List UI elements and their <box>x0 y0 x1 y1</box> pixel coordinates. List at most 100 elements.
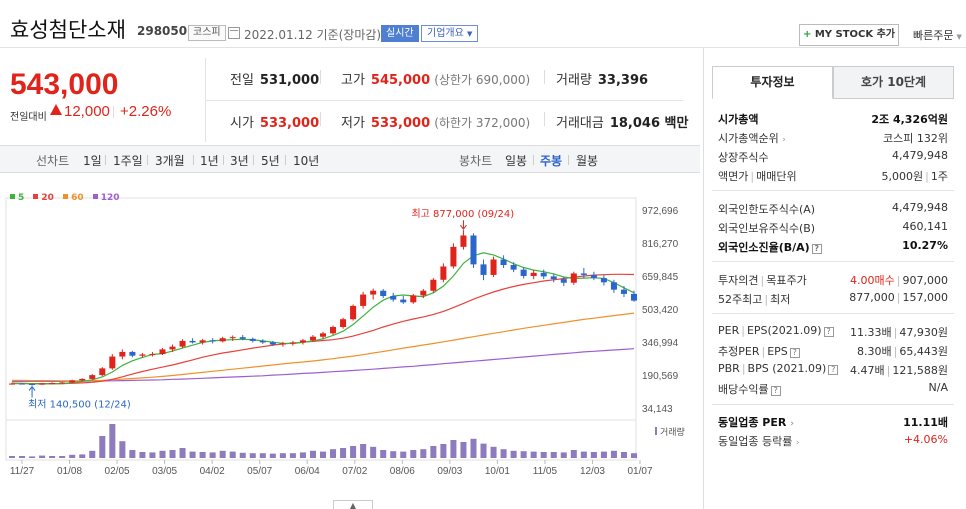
candle-body <box>410 295 417 303</box>
candle-body <box>460 235 467 247</box>
chevron-down-icon: ▼ <box>467 30 473 38</box>
foreign-ratio-value: 10.27% <box>902 239 948 252</box>
ma20-line <box>11 273 635 385</box>
candle-body <box>169 346 176 350</box>
candle-body <box>159 349 166 355</box>
period-3y[interactable]: 3년 <box>230 154 249 168</box>
help-icon[interactable]: ? <box>823 327 834 337</box>
candle-body <box>530 272 537 276</box>
y-tick-label: 816,270 <box>642 239 679 250</box>
y-tick-label: 190,569 <box>642 371 679 382</box>
candle-daily[interactable]: 일봉 <box>505 154 528 168</box>
company-overview-label: 기업개요 <box>427 28 464 39</box>
divider <box>253 155 254 165</box>
period-3m[interactable]: 3개월 <box>155 154 185 168</box>
divider <box>712 404 954 405</box>
bps-label: BPS (2021.09) <box>747 362 827 375</box>
period-1y[interactable]: 1년 <box>200 154 219 168</box>
volume-bar <box>99 436 106 458</box>
help-icon[interactable]: ? <box>828 365 839 375</box>
divider <box>205 100 683 101</box>
plus-icon: + <box>802 29 812 40</box>
candle-body <box>119 351 126 357</box>
candle-body <box>29 383 36 385</box>
collapse-chart-toggle[interactable]: ▲ <box>333 500 373 509</box>
stock-chart[interactable]: 972,696 816,270 659,845 503,420 346,994 190,5… <box>0 190 700 500</box>
help-icon[interactable]: ? <box>789 348 800 358</box>
candle-body <box>269 342 276 345</box>
volume-bar <box>129 450 136 458</box>
market-cap-value: 2조 4,326억원 <box>871 113 948 126</box>
foreign-limit-row: 외국인한도주식수(A) 4,479,948 <box>718 201 948 219</box>
industry-rate-row[interactable]: 동일업종 등락률 › +4.06% <box>718 433 948 451</box>
high-value: 545,000 <box>370 73 431 88</box>
listed-shares-label: 상장주식수 <box>718 151 769 164</box>
market-cap-rank-row[interactable]: 시가총액순위 › 코스피 132위 <box>718 130 948 148</box>
low-annotation: 최저 140,500 (12/24) <box>28 399 131 411</box>
volume-bar <box>550 452 557 458</box>
volume-bar <box>490 446 497 458</box>
candle-body <box>350 305 357 320</box>
est-eps-value: 65,443원 <box>899 345 948 358</box>
amount-label: 거래대금 <box>556 116 604 131</box>
volume-bar <box>500 449 507 458</box>
volume-bar <box>480 443 487 458</box>
candle-body <box>199 340 206 343</box>
period-5y[interactable]: 5년 <box>261 154 280 168</box>
period-1d[interactable]: 1일 <box>83 154 102 168</box>
line-chart-label: 선차트 <box>36 154 70 168</box>
candle-body <box>79 378 86 381</box>
candle-body <box>139 354 146 356</box>
candle-body <box>19 383 26 385</box>
help-icon[interactable]: ? <box>770 386 781 396</box>
candle-monthly[interactable]: 월봉 <box>576 154 599 168</box>
info-tabs: 투자정보 호가 10단계 <box>712 66 954 99</box>
low-arrow-head <box>28 385 36 391</box>
y-tick-label: 972,696 <box>642 206 679 217</box>
volume-bar <box>620 452 627 458</box>
period-1w[interactable]: 1주일 <box>113 154 143 168</box>
candle-body <box>49 383 56 385</box>
foreign-ratio-label: 외국인소진율(B/A) <box>718 241 810 254</box>
candle-body <box>8 383 16 385</box>
candle-body <box>380 290 387 297</box>
live-button[interactable]: 실시간 <box>381 25 419 42</box>
quick-order-button[interactable]: 빠른주문 ▼ <box>913 27 962 43</box>
volume-bar <box>49 456 56 458</box>
high-stat: 고가 545,000 (상한가 690,000) <box>341 69 530 88</box>
volume-bar <box>309 450 316 458</box>
volume-bar <box>139 452 146 458</box>
foreign-hold-row: 외국인보유주식수(B) 460,141 <box>718 220 948 238</box>
help-icon[interactable]: ? <box>811 244 822 254</box>
chevron-down-icon: ▼ <box>956 33 962 41</box>
pbr-label: PBR <box>718 362 740 375</box>
calendar-icon <box>228 27 240 39</box>
volume-value: 33,396 <box>597 73 649 88</box>
industry-per-row[interactable]: 동일업종 PER › 11.11배 <box>718 414 948 432</box>
est-per-row: 추정PER | EPS? 8.30배 | 65,443원 <box>718 345 948 358</box>
candle-body <box>330 327 337 334</box>
target-price-value: 907,000 <box>902 274 949 287</box>
tab-invest-info[interactable]: 투자정보 <box>712 66 833 99</box>
divider <box>544 112 545 126</box>
quick-order-label: 빠른주문 <box>913 29 954 42</box>
period-10y[interactable]: 10년 <box>293 154 320 168</box>
add-my-stock-button[interactable]: + MY STOCK 추가 <box>799 24 899 46</box>
volume-bar <box>570 450 577 458</box>
candle-weekly[interactable]: 주봉 <box>540 154 563 168</box>
volume-bar <box>189 451 196 458</box>
ma-legend: 5 20 60 120 <box>10 193 126 203</box>
divider <box>320 112 321 126</box>
per-value: 11.33배 <box>850 326 892 339</box>
tab-order-book[interactable]: 호가 10단계 <box>833 66 954 99</box>
opinion-value: 4.00매수 <box>850 274 895 287</box>
x-tick-label: 08/06 <box>390 466 415 477</box>
company-overview-button[interactable]: 기업개요 ▼ <box>421 25 479 42</box>
y-tick-label: 503,420 <box>642 305 679 316</box>
volume-bar <box>289 453 296 458</box>
foreign-limit-label: 외국인한도주식수(A) <box>718 203 816 216</box>
lower-limit: (하한가 372,000) <box>434 116 531 130</box>
candle-body <box>89 375 96 379</box>
volume-bar <box>249 453 256 458</box>
chevron-right-icon: › <box>790 419 794 429</box>
